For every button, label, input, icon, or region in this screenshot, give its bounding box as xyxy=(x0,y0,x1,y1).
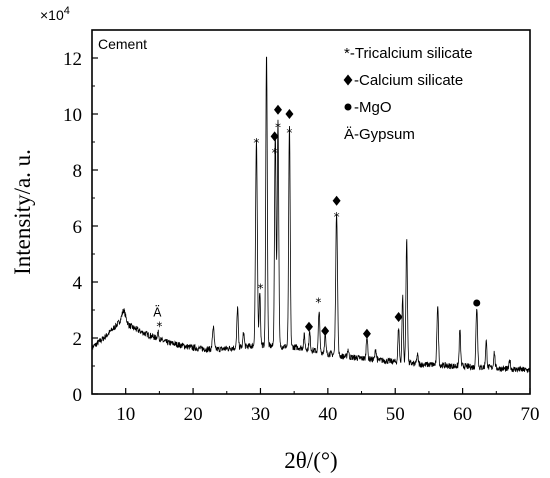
y-tick-label: 2 xyxy=(73,329,83,350)
legend: *-Tricalcium silicate -Calcium silicate -M… xyxy=(343,45,473,143)
gypsum-marker: Ä xyxy=(153,304,162,319)
legend-entry-label: Ä-Gypsum xyxy=(344,126,415,143)
calcium-silicate-marker xyxy=(321,326,330,336)
x-tick-label: 60 xyxy=(453,404,472,425)
tricalcium-silicate-marker: * xyxy=(253,136,259,150)
y-tick-label: 8 xyxy=(73,161,83,182)
axes xyxy=(91,29,531,395)
y-tick-label: 4 xyxy=(73,273,83,294)
tricalcium-silicate-marker: * xyxy=(272,146,278,160)
x-tick-label: 30 xyxy=(251,404,270,425)
tricalcium-silicate-marker: * xyxy=(286,126,292,140)
plot-area xyxy=(91,56,531,374)
x-tick-label: 70 xyxy=(521,404,540,425)
xrd-series-line xyxy=(91,56,531,374)
legend-entry-label: -MgO xyxy=(354,99,392,116)
calcium-silicate-marker xyxy=(304,321,313,332)
tricalcium-silicate-marker: * xyxy=(334,210,340,224)
peak-annotations: *Ä**** *** xyxy=(153,104,481,339)
calcium-silicate-marker xyxy=(394,312,403,322)
calcium-silicate-marker xyxy=(285,109,294,119)
y-tick-label: 10 xyxy=(63,105,82,126)
calcium-silicate-marker xyxy=(332,195,341,206)
calcium-silicate-marker xyxy=(362,328,371,339)
x-axis-ticks: 10 20 30 40 50 60 70 xyxy=(91,388,540,425)
calcium-silicate-marker xyxy=(270,131,279,142)
y-axis-title: Intensity/a. u. xyxy=(10,149,35,275)
x-tick-label: 40 xyxy=(318,404,337,425)
sample-label: Cement xyxy=(98,36,147,52)
y-tick-label: 12 xyxy=(63,49,82,70)
legend-entry-label: *-Tricalcium silicate xyxy=(344,45,473,62)
tricalcium-silicate-marker: * xyxy=(156,319,162,333)
x-tick-label: 50 xyxy=(386,404,405,425)
legend-circle-icon xyxy=(344,103,352,111)
x-tick-label: 10 xyxy=(116,404,135,425)
calcium-silicate-marker xyxy=(273,104,282,115)
tricalcium-silicate-marker: * xyxy=(257,282,263,296)
plot-frame xyxy=(91,29,531,395)
x-tick-label: 20 xyxy=(184,404,203,425)
mgo-marker xyxy=(473,299,481,307)
legend-entry-label: -Calcium silicate xyxy=(354,72,463,89)
legend-diamond-icon xyxy=(343,74,353,86)
y-tick-label: 6 xyxy=(73,217,83,238)
y-multiplier: ×104 xyxy=(40,5,70,23)
y-tick-label: 0 xyxy=(73,385,83,406)
x-axis-title: 2θ/(°) xyxy=(284,448,337,473)
y-axis-ticks: 0 2 4 6 8 10 12 xyxy=(63,49,98,406)
tricalcium-silicate-marker: * xyxy=(275,121,281,135)
tricalcium-silicate-marker: * xyxy=(315,296,321,310)
